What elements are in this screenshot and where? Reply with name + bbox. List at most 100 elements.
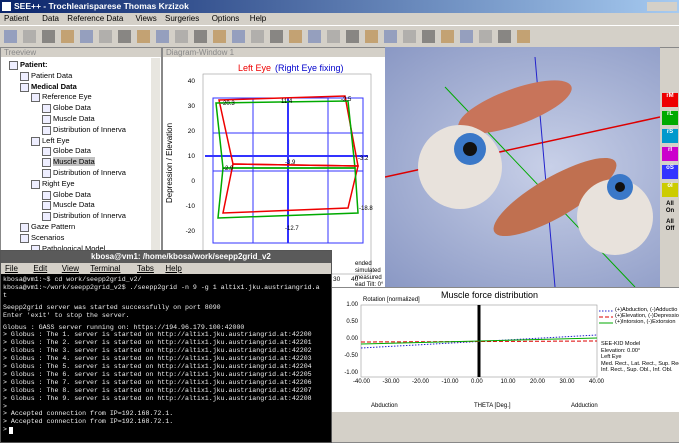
tree-icon bbox=[42, 212, 51, 222]
eye-model bbox=[385, 56, 660, 287]
y-tick-label: 0.50 bbox=[346, 319, 358, 325]
tree-item[interactable]: Distribution of Innerva bbox=[53, 168, 126, 177]
chart-subtitle: (Right Eye fixing) bbox=[275, 63, 344, 73]
tool-button[interactable] bbox=[118, 30, 131, 43]
tool-button[interactable] bbox=[460, 30, 473, 43]
tool-button[interactable] bbox=[517, 30, 530, 43]
view-button[interactable]: rM bbox=[662, 93, 678, 107]
y-tick-label: 1.00 bbox=[346, 302, 358, 308]
y-tick-label: -0.50 bbox=[344, 353, 358, 359]
tool-button[interactable] bbox=[175, 30, 188, 43]
menu-item[interactable]: File bbox=[5, 264, 18, 273]
tool-button[interactable] bbox=[365, 30, 378, 43]
tree-item[interactable]: Muscle Data bbox=[53, 157, 95, 167]
terminal-line: > Globus : The 9. server is started on h… bbox=[3, 394, 312, 402]
y-tick-label: 40 bbox=[187, 78, 195, 85]
tree-item[interactable]: Patient Data bbox=[31, 70, 73, 80]
tree-icon bbox=[42, 190, 51, 200]
tool-button[interactable] bbox=[270, 30, 283, 43]
menu-item[interactable]: Data bbox=[42, 14, 59, 23]
view-toolbar: rM rL rS rI oS oI All On All Off bbox=[661, 47, 679, 287]
tool-button[interactable] bbox=[137, 30, 150, 43]
menu-item[interactable]: View bbox=[61, 264, 79, 273]
view-button[interactable]: oI bbox=[662, 183, 678, 197]
tree-item[interactable]: Distribution of Innerva bbox=[53, 124, 126, 134]
terminal-line: Seepp2grid server was started successful… bbox=[3, 303, 221, 311]
terminal-line: Enter 'exit' to stop the server. bbox=[3, 311, 130, 319]
menu-item[interactable]: Patient bbox=[4, 14, 29, 23]
x-tick-label: -40.00 bbox=[353, 379, 371, 385]
tree-item[interactable]: Globe Data bbox=[53, 146, 91, 156]
y-tick-label: 10 bbox=[187, 153, 195, 160]
tool-button[interactable] bbox=[327, 30, 340, 43]
window-buttons[interactable] bbox=[647, 2, 677, 11]
tool-button[interactable] bbox=[289, 30, 302, 43]
tool-button[interactable] bbox=[80, 30, 93, 43]
tool-button[interactable] bbox=[346, 30, 359, 43]
point-label: -2.9 bbox=[223, 166, 234, 172]
tool-button[interactable] bbox=[403, 30, 416, 43]
tree-icon bbox=[31, 93, 40, 103]
tool-button[interactable] bbox=[194, 30, 207, 43]
info-text: SEE-KID Model bbox=[601, 341, 641, 347]
menu-item[interactable]: Tabs bbox=[137, 264, 154, 273]
tool-button[interactable] bbox=[23, 30, 36, 43]
tool-button[interactable] bbox=[498, 30, 511, 43]
y-tick-label: 30 bbox=[187, 103, 195, 110]
scrollbar[interactable] bbox=[151, 58, 160, 258]
tree-item[interactable]: Gaze Pattern bbox=[31, 222, 76, 231]
tool-button[interactable] bbox=[4, 30, 17, 43]
view-button[interactable]: rS bbox=[662, 129, 678, 143]
tool-button[interactable] bbox=[61, 30, 74, 43]
tool-button[interactable] bbox=[479, 30, 492, 43]
x-tick-label: -30.00 bbox=[382, 379, 400, 385]
point-label: -20.3 bbox=[221, 101, 235, 107]
tree-item[interactable]: Muscle Data bbox=[53, 114, 95, 123]
treeview: Treeview Patient: Patient Data Medical Dat… bbox=[0, 47, 162, 259]
tool-button[interactable] bbox=[384, 30, 397, 43]
menu-item[interactable]: Edit bbox=[33, 264, 48, 273]
terminal-line: > Globus : The 1. server is started on h… bbox=[3, 331, 312, 339]
terminal-line: > Globus : The 8. server is started on h… bbox=[3, 386, 312, 394]
view-button[interactable]: oS bbox=[662, 165, 678, 179]
tree-item[interactable]: Patient: bbox=[20, 60, 48, 69]
legend-item: measured bbox=[355, 275, 382, 281]
point-label: 11.4 bbox=[281, 99, 293, 105]
menu-item[interactable]: Help bbox=[249, 14, 267, 23]
menu-item[interactable]: Surgeries bbox=[165, 14, 200, 23]
view-button[interactable]: rL bbox=[662, 111, 678, 125]
menu-item[interactable]: Options bbox=[211, 14, 240, 23]
tree-icon bbox=[20, 233, 29, 243]
view-button[interactable]: All Off bbox=[662, 219, 678, 233]
y-axis-label: Rotation [normalized] bbox=[363, 297, 420, 303]
menu-item[interactable]: Help bbox=[165, 264, 182, 273]
tree-icon bbox=[42, 158, 51, 168]
tree-item[interactable]: Distribution of Innerva bbox=[53, 211, 126, 221]
tool-button[interactable] bbox=[422, 30, 435, 43]
tool-button[interactable] bbox=[441, 30, 454, 43]
tool-button[interactable] bbox=[251, 30, 264, 43]
tree-item[interactable]: Medical Data bbox=[31, 81, 77, 91]
view-button[interactable]: rI bbox=[662, 147, 678, 161]
tool-button[interactable] bbox=[213, 30, 226, 43]
tree-item[interactable]: Muscle Data bbox=[53, 200, 95, 210]
tree-item[interactable]: Scenarios bbox=[31, 232, 65, 242]
tool-button[interactable] bbox=[156, 30, 169, 43]
menu-item[interactable]: Reference Data bbox=[67, 14, 124, 23]
tool-button[interactable] bbox=[99, 30, 112, 43]
tree-item[interactable]: Reference Eye bbox=[42, 92, 92, 102]
point-label: -3.9 bbox=[285, 160, 296, 166]
view-button[interactable]: All On bbox=[662, 201, 678, 215]
menu-item[interactable]: Terminal bbox=[90, 264, 121, 273]
tool-button[interactable] bbox=[308, 30, 321, 43]
tool-button[interactable] bbox=[42, 30, 55, 43]
tree-item[interactable]: Globe Data bbox=[53, 103, 91, 113]
tree-item[interactable]: Left Eye bbox=[42, 135, 70, 145]
terminal-line: kbosa@vm1:~/work/seepp2grid_v2$ ./seepp2… bbox=[3, 283, 320, 291]
x-tick-label: 40.00 bbox=[589, 379, 605, 385]
tree-item[interactable]: Right Eye bbox=[42, 178, 75, 188]
tool-button[interactable] bbox=[232, 30, 245, 43]
tree-item[interactable]: Globe Data bbox=[53, 189, 91, 199]
menu-item[interactable]: Views bbox=[135, 14, 157, 23]
tree-item[interactable]: Pathological Model bbox=[42, 243, 106, 253]
